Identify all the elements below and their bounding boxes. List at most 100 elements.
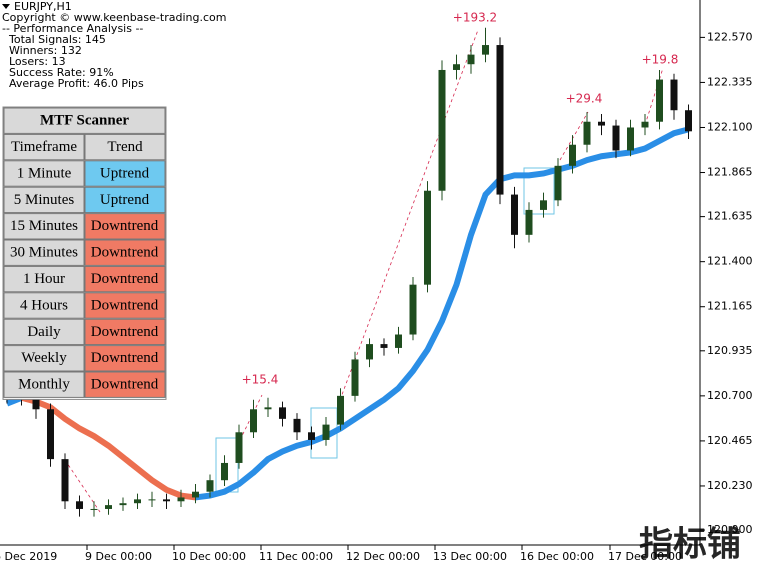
timeframe: Daily <box>27 324 61 340</box>
trend: Uptrend <box>100 192 150 208</box>
timeframe: 1 Minute <box>17 165 72 181</box>
candle-body <box>467 54 475 65</box>
timeframe: Monthly <box>18 377 70 393</box>
column-header-cell <box>3 133 85 161</box>
candle-body <box>76 501 83 509</box>
timeframe: 30 Minutes <box>10 245 78 261</box>
timeframe-cell <box>3 239 85 266</box>
timeframe-cell <box>3 292 85 319</box>
timeframe: 1 Hour <box>23 271 65 287</box>
candle-body <box>496 45 504 195</box>
candle-body <box>163 499 170 502</box>
candle-body <box>264 407 272 410</box>
y-tick-label: 120.000 <box>707 523 753 536</box>
signal-label: +19.8 <box>642 53 679 67</box>
candle-body <box>293 418 301 433</box>
watermark: 指标铺 <box>639 525 741 565</box>
signal-line <box>64 459 101 513</box>
column-header: Timeframe <box>11 139 77 155</box>
timeframe-cell <box>3 345 85 372</box>
y-tick-label: 120.935 <box>707 344 753 357</box>
candle-body <box>192 491 199 498</box>
candle-body <box>322 424 330 440</box>
signal-label: +15.4 <box>242 373 279 387</box>
candle-body <box>105 505 112 509</box>
mtf-scanner: MTF Scanner Timeframe Trend 1 Minute Uptrend… <box>2 106 167 400</box>
candle-body <box>90 508 98 510</box>
timeframe-cell <box>3 371 85 398</box>
candle-body <box>221 462 228 481</box>
trend: Downtrend <box>91 377 159 393</box>
timeframe-cell <box>3 186 85 214</box>
timeframe: 15 Minutes <box>10 218 78 234</box>
timeframe: 4 Hours <box>20 297 68 313</box>
y-tick-label: 121.635 <box>707 210 753 223</box>
y-tick-label: 121.400 <box>707 255 753 268</box>
y-tick-label: 120.700 <box>707 389 753 402</box>
candle-body <box>453 64 460 70</box>
signal-box <box>523 167 555 215</box>
y-tick-label: 122.570 <box>707 30 753 43</box>
scanner-title-cell <box>3 107 166 134</box>
candle-body <box>627 127 634 151</box>
candle-body <box>656 79 663 122</box>
collapse-icon[interactable] <box>2 4 10 9</box>
timeframe-cell <box>3 213 85 240</box>
trend: Downtrend <box>91 350 159 366</box>
candle-body <box>583 121 591 145</box>
candle-body <box>395 334 402 348</box>
candle-body <box>32 397 40 410</box>
y-tick-label: 122.100 <box>707 120 753 133</box>
x-tick-label: 9 Dec 00:00 <box>85 550 152 563</box>
timeframe: Weekly <box>21 350 67 366</box>
stat-line: Success Rate: 91% <box>9 66 114 79</box>
column-header-cell <box>84 133 166 161</box>
stat-line: Total Signals: 145 <box>8 33 106 46</box>
candle-body <box>47 409 54 460</box>
candle-body <box>206 480 214 492</box>
column-header: Trend <box>107 139 143 155</box>
candle-body <box>61 459 69 502</box>
trend-cell <box>84 160 166 187</box>
candle-body <box>119 503 127 506</box>
candle-body <box>598 121 605 126</box>
candle-body <box>308 432 315 440</box>
trend-cell <box>84 239 166 266</box>
trend-cell <box>84 213 166 240</box>
trend: Downtrend <box>91 271 159 287</box>
trend-cell <box>84 318 166 346</box>
stat-line: Average Profit: 46.0 Pips <box>9 77 144 90</box>
candle-body <box>554 165 562 201</box>
x-tick-label: 10 Dec 00:00 <box>172 550 246 563</box>
candle-body <box>177 497 185 502</box>
signal-label: +193.2 <box>453 11 497 25</box>
candle-body <box>670 79 678 111</box>
candle-body <box>279 407 286 419</box>
timeframe: 5 Minutes <box>14 192 75 208</box>
y-tick-label: 122.335 <box>707 75 753 88</box>
timeframe-cell <box>3 265 85 293</box>
candle-body <box>482 45 489 55</box>
scanner-title: MTF Scanner <box>40 113 129 129</box>
candle-body <box>148 499 156 501</box>
trend-cell <box>84 345 166 372</box>
y-tick-label: 120.465 <box>707 434 753 447</box>
copyright: Copyright © www.keenbase-trading.com <box>2 11 226 24</box>
candle-body <box>511 194 518 235</box>
x-tick-label: 11 Dec 00:00 <box>259 550 333 563</box>
candle-body <box>235 432 243 463</box>
trend: Downtrend <box>91 324 159 340</box>
candle-body <box>525 209 533 235</box>
trend: Downtrend <box>91 245 159 261</box>
candle-body <box>424 190 431 285</box>
signal-label: +29.4 <box>566 92 603 106</box>
y-tick-label: 121.865 <box>707 166 753 179</box>
candle-body <box>569 144 576 166</box>
y-tick-label: 121.165 <box>707 300 753 313</box>
trend-cell <box>84 265 166 293</box>
timeframe-cell <box>3 318 85 346</box>
trend-cell <box>84 292 166 319</box>
timeframe-cell <box>3 160 85 187</box>
candle-body <box>250 409 257 433</box>
